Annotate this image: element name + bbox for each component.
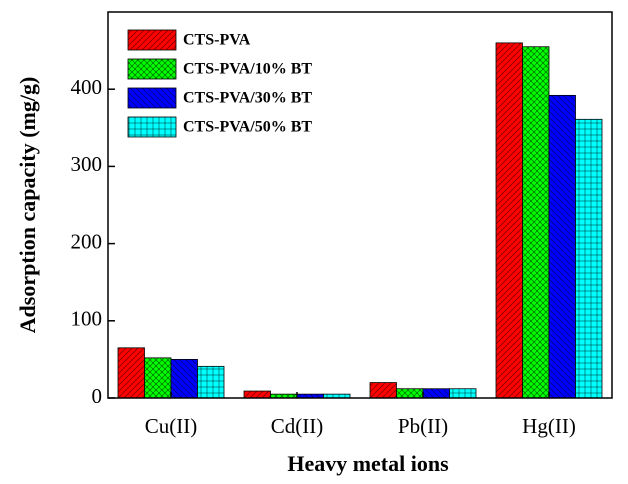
bar	[117, 347, 145, 399]
x-tick-label: Cu(II)	[145, 414, 197, 438]
bar	[495, 42, 523, 399]
y-tick-label: 100	[71, 307, 103, 331]
legend-swatch	[127, 58, 177, 80]
x-axis-title: Heavy metal ions	[287, 451, 449, 476]
plot-frame	[107, 11, 613, 399]
bar	[548, 94, 576, 399]
legend-swatch	[127, 116, 177, 138]
legend-label: CTS-PVA/50% BT	[183, 119, 312, 136]
x-tick-label: Pb(II)	[398, 414, 448, 438]
bar	[449, 388, 477, 399]
bar	[522, 46, 550, 399]
y-axis-title: Adsorption capacity (mg/g)	[15, 77, 40, 334]
y-tick-label: 200	[71, 229, 103, 253]
legend-label: CTS-PVA/30% BT	[183, 90, 312, 107]
bar	[575, 118, 603, 399]
bar	[243, 390, 271, 399]
x-tick-label: Cd(II)	[271, 414, 323, 438]
bar	[422, 388, 450, 399]
legend-label: CTS-PVA	[183, 32, 251, 49]
bar	[396, 388, 424, 399]
y-tick-label: 300	[71, 152, 103, 176]
legend-label: CTS-PVA/10% BT	[183, 61, 312, 78]
bar	[369, 382, 397, 399]
y-tick-label: 400	[71, 75, 103, 99]
bar	[197, 365, 225, 399]
legend-swatch	[127, 87, 177, 109]
x-tick-label: Hg(II)	[522, 414, 576, 438]
bar	[144, 357, 172, 399]
y-tick-label: 0	[92, 384, 103, 408]
bar	[170, 358, 198, 399]
legend-swatch	[127, 29, 177, 51]
